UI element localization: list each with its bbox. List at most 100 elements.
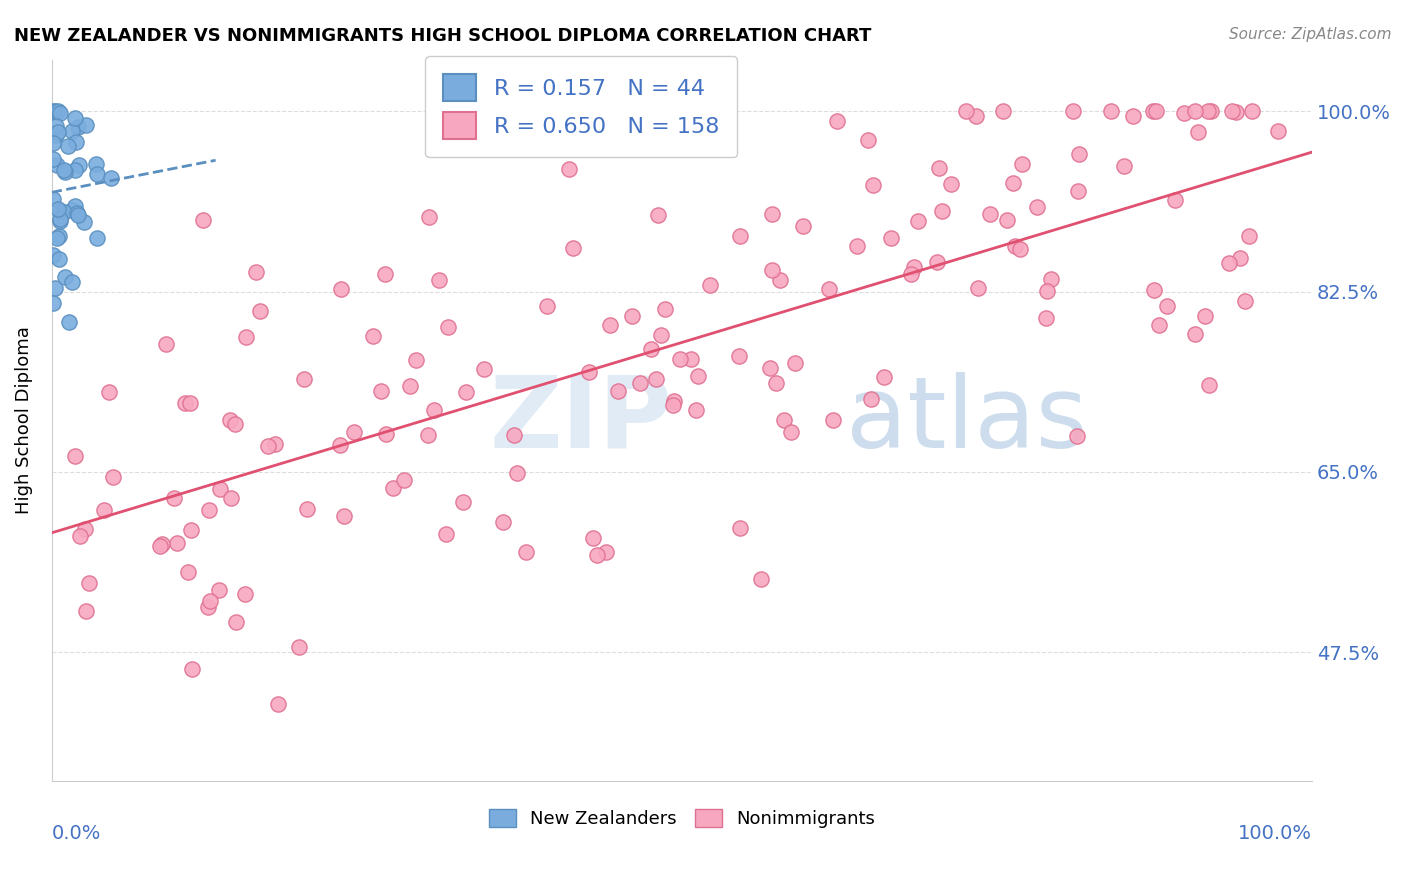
Point bbox=[1040, 272, 1063, 286]
Point bbox=[640, 342, 662, 356]
Point bbox=[792, 219, 814, 234]
Point bbox=[48, 252, 70, 266]
Point bbox=[578, 365, 600, 379]
Text: NEW ZEALANDER VS NONIMMIGRANTS HIGH SCHOOL DIPLOMA CORRELATION CHART: NEW ZEALANDER VS NONIMMIGRANTS HIGH SCHO… bbox=[14, 27, 872, 45]
Point bbox=[679, 352, 702, 367]
Point bbox=[1099, 104, 1122, 119]
Point bbox=[749, 572, 772, 586]
Point bbox=[761, 207, 783, 221]
Point bbox=[662, 398, 685, 412]
Point bbox=[818, 282, 841, 296]
Point bbox=[46, 158, 69, 172]
Point bbox=[329, 438, 352, 452]
Point bbox=[49, 211, 72, 226]
Point bbox=[858, 133, 880, 147]
Point bbox=[53, 205, 76, 219]
Point bbox=[1163, 193, 1185, 207]
Point bbox=[429, 273, 451, 287]
Point bbox=[1026, 200, 1049, 214]
Point bbox=[1143, 283, 1166, 297]
Point bbox=[45, 128, 67, 142]
Point bbox=[65, 162, 87, 177]
Point bbox=[256, 439, 278, 453]
Point bbox=[58, 138, 80, 153]
Point bbox=[1114, 159, 1136, 173]
Point bbox=[198, 594, 221, 608]
Point bbox=[621, 309, 644, 323]
Point bbox=[1222, 104, 1244, 119]
Point bbox=[1173, 106, 1195, 120]
Point bbox=[955, 104, 977, 119]
Point bbox=[66, 206, 89, 220]
Point bbox=[1011, 157, 1033, 171]
Point bbox=[149, 539, 172, 553]
Point bbox=[728, 349, 751, 363]
Point bbox=[1142, 104, 1164, 119]
Text: ZIP: ZIP bbox=[489, 372, 672, 469]
Point bbox=[536, 299, 558, 313]
Point bbox=[245, 265, 267, 279]
Legend: New Zealanders, Nonimmigrants: New Zealanders, Nonimmigrants bbox=[479, 799, 884, 837]
Point bbox=[67, 158, 90, 172]
Point bbox=[197, 599, 219, 614]
Point bbox=[53, 164, 76, 178]
Point bbox=[1229, 252, 1251, 266]
Point bbox=[75, 604, 97, 618]
Point bbox=[58, 315, 80, 329]
Point bbox=[1184, 327, 1206, 342]
Point bbox=[502, 428, 524, 442]
Point bbox=[1122, 109, 1144, 123]
Point bbox=[177, 565, 200, 579]
Point bbox=[979, 206, 1001, 220]
Point bbox=[1035, 284, 1057, 298]
Point bbox=[48, 229, 70, 244]
Point bbox=[645, 371, 668, 385]
Point bbox=[52, 163, 75, 178]
Point bbox=[761, 263, 783, 277]
Point bbox=[873, 370, 896, 384]
Point bbox=[562, 241, 585, 255]
Point bbox=[1234, 293, 1257, 308]
Text: Source: ZipAtlas.com: Source: ZipAtlas.com bbox=[1229, 27, 1392, 42]
Point bbox=[46, 231, 69, 245]
Point bbox=[225, 615, 247, 629]
Point bbox=[903, 260, 925, 275]
Point bbox=[1225, 105, 1247, 120]
Point bbox=[434, 527, 457, 541]
Point bbox=[77, 575, 100, 590]
Point bbox=[174, 396, 197, 410]
Point bbox=[179, 395, 201, 409]
Point bbox=[181, 662, 204, 676]
Point bbox=[219, 413, 242, 427]
Point bbox=[1144, 104, 1167, 119]
Point bbox=[42, 296, 65, 310]
Point bbox=[180, 523, 202, 537]
Point bbox=[472, 362, 495, 376]
Point bbox=[53, 269, 76, 284]
Point bbox=[845, 239, 868, 253]
Point bbox=[1199, 104, 1222, 119]
Point bbox=[44, 281, 66, 295]
Point bbox=[93, 503, 115, 517]
Point bbox=[49, 105, 72, 120]
Y-axis label: High School Diploma: High School Diploma bbox=[15, 326, 32, 515]
Point bbox=[63, 449, 86, 463]
Point bbox=[65, 136, 87, 150]
Point bbox=[1149, 318, 1171, 333]
Point bbox=[628, 376, 651, 390]
Point bbox=[46, 202, 69, 216]
Point bbox=[73, 522, 96, 536]
Point bbox=[46, 125, 69, 139]
Text: 100.0%: 100.0% bbox=[1239, 824, 1312, 844]
Point bbox=[783, 355, 806, 369]
Point bbox=[995, 213, 1018, 227]
Point bbox=[267, 698, 290, 712]
Point bbox=[1066, 428, 1088, 442]
Point bbox=[418, 210, 440, 224]
Point bbox=[370, 384, 392, 399]
Point bbox=[86, 167, 108, 181]
Point bbox=[374, 267, 396, 281]
Point bbox=[650, 328, 672, 343]
Point bbox=[198, 502, 221, 516]
Point bbox=[295, 501, 318, 516]
